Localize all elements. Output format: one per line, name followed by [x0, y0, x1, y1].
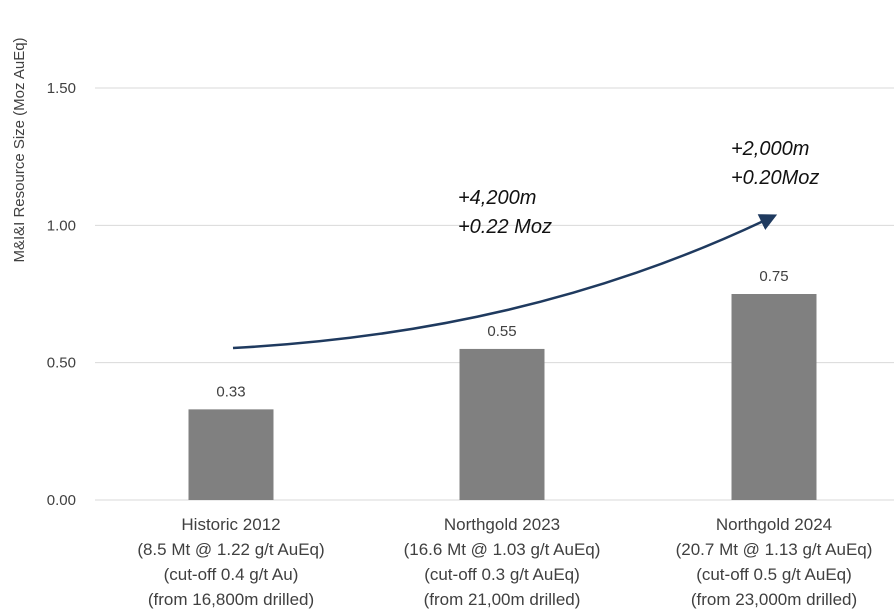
annotation-text: +0.22 Moz	[458, 216, 552, 238]
data-label: 0.75	[759, 268, 788, 285]
category-detail: (20.7 Mt @ 1.13 g/t AuEq)	[676, 540, 873, 559]
bar	[188, 409, 274, 500]
data-label: 0.55	[487, 323, 516, 340]
category-detail: (16.6 Mt @ 1.03 g/t AuEq)	[404, 540, 601, 559]
data-label: 0.33	[216, 383, 245, 400]
y-tick-label: 0.00	[47, 492, 76, 509]
labels: 0.00 0.50 1.00 1.50 M&I&I Resource Size (Moz…	[11, 37, 872, 609]
bars	[188, 294, 817, 500]
y-axis-title: M&I&I Resource Size (Moz AuEq)	[11, 37, 28, 262]
category-detail: (from 23,000m drilled)	[691, 590, 857, 609]
annotation-text: +2,000m	[731, 138, 809, 160]
growth-arrow	[232, 214, 778, 350]
category-detail: (cut-off 0.5 g/t AuEq)	[696, 565, 852, 584]
category-detail: (from 21,00m drilled)	[424, 590, 581, 609]
y-tick-label: 1.50	[47, 80, 76, 97]
category-detail: (cut-off 0.4 g/t Au)	[164, 565, 299, 584]
growth-arrow-line	[232, 214, 778, 350]
category-detail: (8.5 Mt @ 1.22 g/t AuEq)	[137, 540, 324, 559]
annotation-text: +4,200m	[458, 187, 536, 209]
annotation-text: +0.20Moz	[731, 167, 819, 189]
category-detail: (from 16,800m drilled)	[148, 590, 314, 609]
category-label: Northgold 2024	[716, 515, 832, 534]
category-label: Historic 2012	[181, 515, 280, 534]
category-label: Northgold 2023	[444, 515, 560, 534]
bar	[731, 294, 817, 500]
bar	[459, 348, 545, 500]
y-tick-label: 1.00	[47, 217, 76, 234]
y-tick-label: 0.50	[47, 355, 76, 372]
category-detail: (cut-off 0.3 g/t AuEq)	[424, 565, 580, 584]
